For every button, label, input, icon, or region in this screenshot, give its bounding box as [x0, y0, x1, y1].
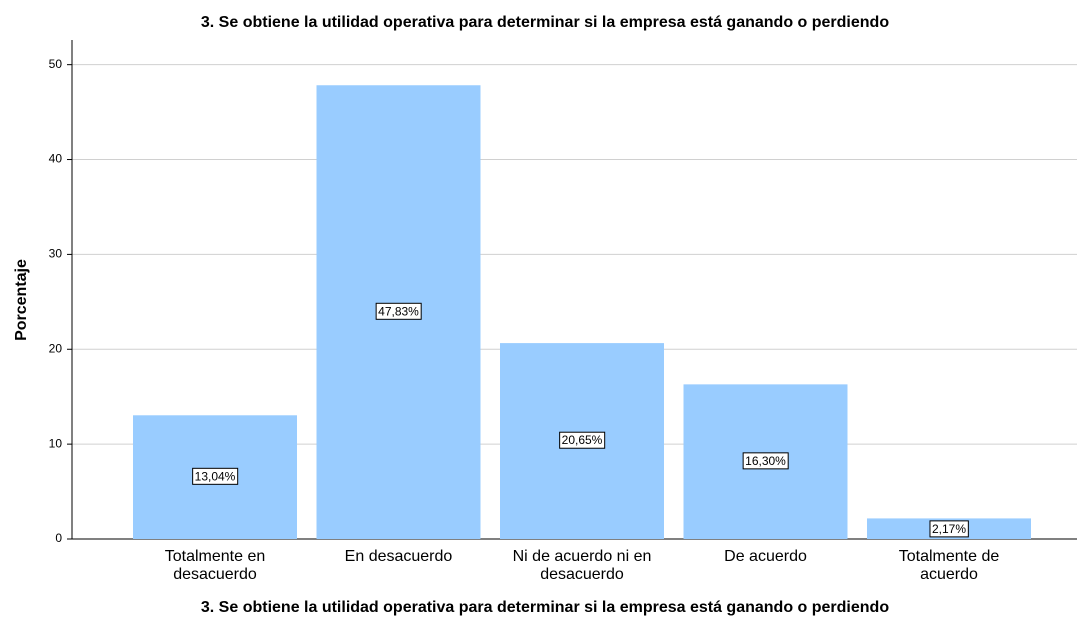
x-tick-label: En desacuerdo	[344, 548, 453, 565]
chart-title: 3. Se obtiene la utilidad operativa para…	[201, 14, 889, 31]
y-axis-title: Porcentaje	[13, 259, 30, 341]
value-label-box	[192, 467, 239, 485]
value-label: 13,04%	[195, 469, 236, 483]
value-label-box	[375, 302, 422, 320]
x-tick-label: Totalmente de acuerdo	[898, 548, 1000, 583]
value-label-box	[929, 520, 969, 538]
value-label: 16,30%	[745, 454, 786, 468]
y-tick-label: 40	[49, 152, 63, 166]
value-label: 2,17%	[932, 522, 966, 536]
x-tick-label: Totalmente en desacuerdo	[164, 548, 266, 583]
y-tick-label: 50	[49, 57, 63, 71]
y-tick-label: 10	[49, 436, 63, 450]
x-tick-label: Ni de acuerdo ni en desacuerdo	[512, 548, 652, 583]
value-label: 47,83%	[378, 304, 419, 318]
y-tick-label: 20	[49, 341, 63, 355]
value-label-box	[559, 431, 606, 449]
value-label-box	[742, 452, 789, 470]
x-tick-label: De acuerdo	[724, 548, 807, 565]
y-tick-label: 0	[55, 531, 62, 545]
y-tick-label: 30	[49, 247, 63, 261]
x-axis-title: 3. Se obtiene la utilidad operativa para…	[201, 599, 889, 616]
value-label: 20,65%	[562, 433, 603, 447]
